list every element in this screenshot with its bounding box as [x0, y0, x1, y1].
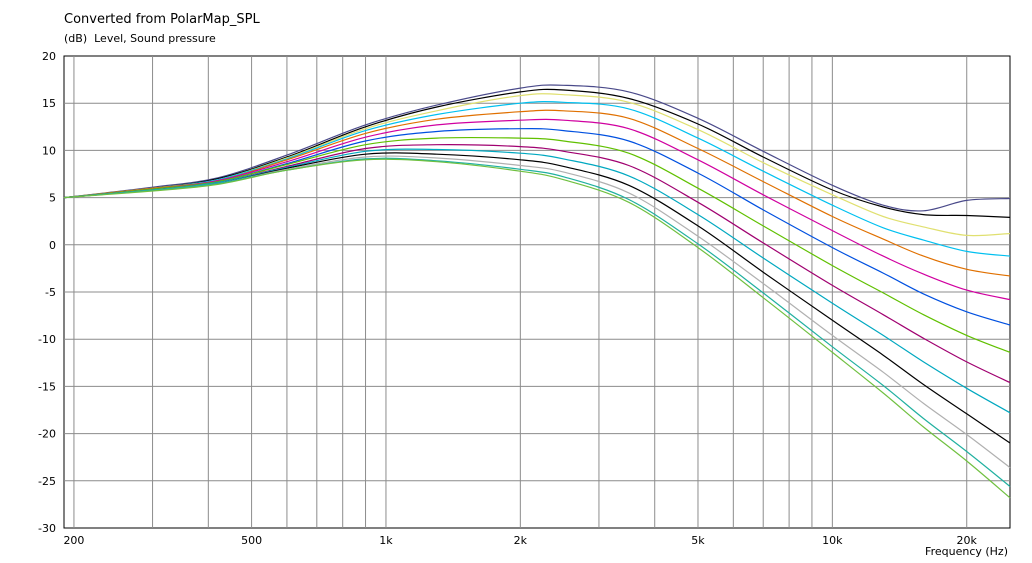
x-tick-label: 5k — [691, 534, 705, 547]
series-line-14 — [63, 158, 1011, 499]
x-tick-label: 20k — [957, 534, 978, 547]
x-tick-label: 2k — [514, 534, 528, 547]
y-tick-label: 5 — [49, 192, 56, 205]
x-tick-label: 1k — [379, 534, 393, 547]
series-group — [63, 84, 1011, 499]
series-line-2 — [63, 88, 1011, 218]
series-line-10 — [63, 148, 1011, 414]
y-axis-label: (dB) Level, Sound pressure — [64, 32, 216, 45]
y-tick-label: 20 — [42, 50, 56, 63]
series-line-1 — [63, 84, 1011, 212]
grid-lines — [64, 56, 1010, 528]
y-tick-label: -10 — [38, 333, 56, 346]
y-tick-label: -15 — [38, 380, 56, 393]
y-tick-label: -30 — [38, 522, 56, 535]
x-tick-label: 500 — [241, 534, 262, 547]
y-axis-unit: (dB) — [64, 32, 88, 45]
y-tick-label: -20 — [38, 428, 56, 441]
y-tick-label: 10 — [42, 144, 56, 157]
series-line-4 — [63, 101, 1011, 257]
y-tick-labels: 20 15 10 5 0 -5 -10 -15 -20 -25 -30 — [38, 50, 56, 535]
y-axis-title: Level, Sound pressure — [94, 32, 216, 45]
y-tick-label: 15 — [42, 97, 56, 110]
y-tick-label: -5 — [45, 286, 56, 299]
x-tick-label: 200 — [63, 534, 84, 547]
x-tick-label: 10k — [822, 534, 843, 547]
x-tick-labels: 200 500 1k 2k 5k 10k 20k — [63, 534, 977, 547]
series-line-6 — [63, 118, 1011, 301]
series-line-8 — [63, 136, 1011, 353]
y-tick-label: 0 — [49, 239, 56, 252]
chart-title: Converted from PolarMap_SPL — [64, 12, 260, 27]
x-axis-label: Frequency (Hz) — [925, 545, 1008, 558]
y-tick-label: -25 — [38, 475, 56, 488]
